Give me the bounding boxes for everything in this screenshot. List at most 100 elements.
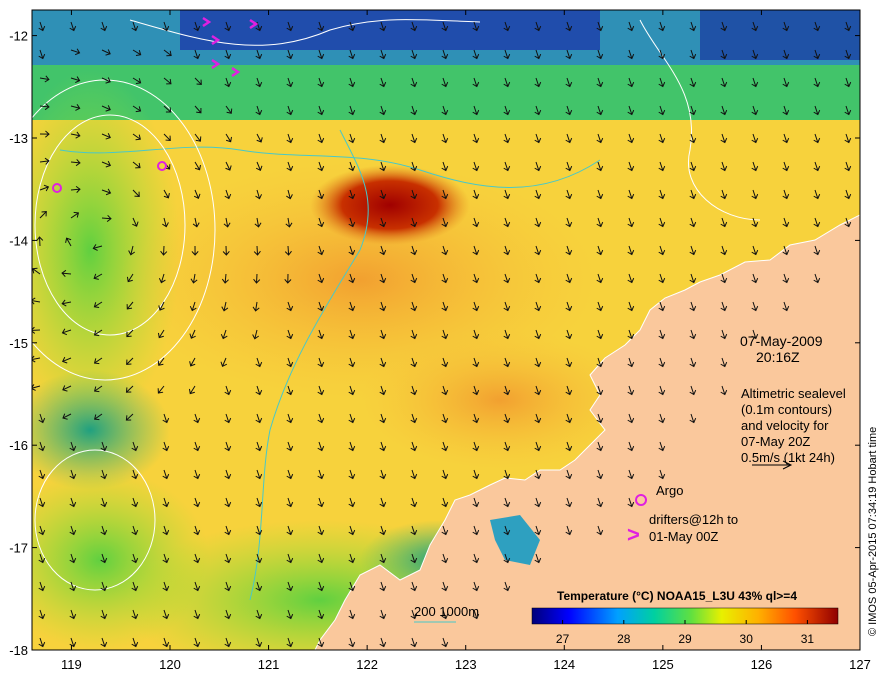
velocity-arrow <box>194 161 201 171</box>
sealevel-contour <box>32 79 216 381</box>
velocity-arrow <box>596 161 604 172</box>
velocity-arrow <box>751 217 759 228</box>
velocity-arrow <box>379 161 387 172</box>
velocity-arrow <box>565 301 573 312</box>
velocity-arrow <box>39 75 50 83</box>
colorbar-tick-label: 31 <box>801 632 815 646</box>
velocity-arrow <box>596 357 604 368</box>
velocity-arrow <box>286 133 294 144</box>
velocity-arrow <box>472 161 480 172</box>
velocity-arrow <box>720 273 728 284</box>
velocity-arrow <box>596 133 604 144</box>
velocity-arrow <box>132 49 142 56</box>
velocity-arrow <box>253 273 261 284</box>
velocity-arrow <box>286 609 294 620</box>
velocity-arrow <box>596 413 604 424</box>
velocity-arrow <box>284 273 292 284</box>
velocity-arrow <box>191 245 199 256</box>
velocity-arrow <box>193 441 201 452</box>
velocity-arrow <box>658 273 666 284</box>
velocity-arrow <box>534 189 542 200</box>
velocity-arrow <box>225 161 232 171</box>
velocity-arrow <box>410 553 418 564</box>
velocity-arrow <box>472 441 480 452</box>
velocity-arrow <box>658 189 666 200</box>
velocity-arrow <box>472 357 480 368</box>
drifter-track <box>202 16 259 78</box>
velocity-arrow <box>158 273 166 284</box>
velocity-arrow <box>317 441 325 452</box>
velocity-arrow <box>751 161 759 172</box>
velocity-arrow <box>410 581 418 592</box>
velocity-arrow <box>441 161 449 172</box>
velocity-arrow <box>844 189 852 200</box>
velocity-arrow <box>160 245 168 256</box>
velocity-arrow <box>348 21 356 32</box>
velocity-arrow <box>472 497 480 508</box>
velocity-arrow <box>782 273 790 284</box>
velocity-arrow <box>286 21 294 32</box>
velocity-arrow <box>565 413 573 424</box>
king-sound <box>490 515 540 565</box>
velocity-arrow <box>162 581 170 592</box>
velocity-arrow <box>813 217 821 228</box>
velocity-arrow <box>38 441 46 452</box>
velocity-arrow <box>379 273 387 284</box>
velocity-arrow <box>348 357 356 368</box>
velocity-arrow <box>534 77 542 88</box>
velocity-arrow <box>720 21 728 32</box>
velocity-arrow <box>39 157 50 165</box>
velocity-arrow <box>782 49 790 60</box>
velocity-arrow <box>93 329 103 337</box>
velocity-arrow <box>565 469 573 480</box>
velocity-arrow <box>162 553 170 564</box>
velocity-arrow <box>658 49 666 60</box>
velocity-arrow <box>596 217 604 228</box>
velocity-arrow <box>782 217 790 228</box>
velocity-arrow <box>596 469 604 480</box>
velocity-arrow <box>193 189 201 200</box>
velocity-arrow <box>534 133 542 144</box>
velocity-arrow <box>317 189 325 200</box>
velocity-arrow <box>720 105 728 116</box>
velocity-arrow <box>410 273 418 284</box>
velocity-arrow <box>131 609 139 620</box>
velocity-arrow <box>163 77 172 85</box>
velocity-arrow <box>782 77 790 88</box>
velocity-arrow <box>93 385 103 393</box>
velocity-arrow <box>503 273 511 284</box>
velocity-arrow <box>189 357 196 367</box>
velocity-arrow <box>379 105 387 116</box>
velocity-arrow <box>844 49 852 60</box>
velocity-arrow <box>61 269 72 277</box>
velocity-arrow <box>286 357 294 368</box>
velocity-arrow <box>61 356 72 364</box>
velocity-arrow <box>348 105 356 116</box>
velocity-arrow <box>658 413 666 424</box>
velocity-arrow <box>286 441 294 452</box>
velocity-arrow <box>782 245 790 256</box>
velocity-arrow <box>286 189 293 200</box>
velocity-arrow <box>472 469 480 480</box>
velocity-arrow <box>125 413 134 421</box>
velocity-arrow <box>38 609 46 620</box>
velocity-arrow <box>472 21 480 32</box>
velocity-arrow <box>534 217 542 228</box>
velocity-arrow <box>565 245 573 256</box>
velocity-arrow <box>39 103 50 111</box>
velocity-arrow <box>751 49 759 60</box>
velocity-arrow <box>720 161 728 172</box>
velocity-arrow <box>100 609 108 620</box>
velocity-arrow <box>813 133 821 144</box>
velocity-arrow <box>221 273 229 284</box>
velocity-arrow <box>224 581 232 592</box>
velocity-arrow <box>317 301 325 312</box>
velocity-arrow <box>627 189 635 200</box>
velocity-arrow <box>162 637 170 648</box>
velocity-arrow <box>69 497 77 508</box>
velocity-arrow <box>348 497 356 508</box>
velocity-arrow <box>534 357 542 368</box>
velocity-arrow <box>534 385 542 396</box>
velocity-arrow <box>410 161 418 172</box>
argo-legend-marker <box>635 494 647 506</box>
